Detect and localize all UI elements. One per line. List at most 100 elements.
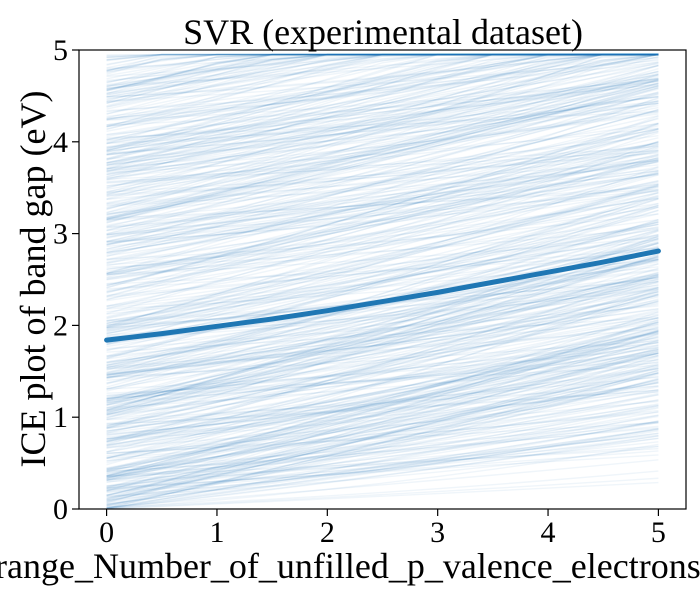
ice-line bbox=[106, 88, 659, 205]
ice-line bbox=[106, 79, 659, 219]
ice-line bbox=[106, 143, 659, 286]
ice-line bbox=[106, 53, 659, 87]
ice-line bbox=[106, 53, 659, 90]
ice-line bbox=[106, 127, 659, 245]
ice-line bbox=[106, 91, 659, 198]
ice-line bbox=[106, 406, 659, 487]
ice-line bbox=[106, 111, 659, 187]
ice-line bbox=[106, 72, 659, 224]
ice-line bbox=[106, 263, 659, 360]
ice-line bbox=[106, 213, 659, 335]
ice-line bbox=[106, 53, 659, 94]
ice-line bbox=[106, 276, 659, 364]
ice-line bbox=[106, 289, 659, 379]
ice-line bbox=[106, 158, 659, 277]
ice-line bbox=[106, 377, 659, 504]
ice-line bbox=[106, 53, 659, 82]
ice-line bbox=[106, 53, 659, 126]
ice-line bbox=[106, 53, 659, 209]
y-tick-label: 2 bbox=[53, 309, 68, 342]
ice-line bbox=[106, 338, 659, 421]
ice-line bbox=[106, 182, 659, 244]
ice-line bbox=[106, 291, 659, 442]
ice-line bbox=[106, 108, 659, 247]
ice-line bbox=[106, 53, 659, 164]
ice-line bbox=[106, 53, 659, 70]
ice-line bbox=[106, 352, 659, 481]
ice-line bbox=[106, 447, 659, 478]
ice-line bbox=[106, 286, 659, 429]
ice-line bbox=[106, 122, 659, 235]
ice-line bbox=[106, 53, 659, 59]
ice-line bbox=[106, 53, 659, 62]
ice-line bbox=[106, 437, 659, 510]
ice-line bbox=[106, 332, 659, 397]
ice-line bbox=[106, 291, 659, 404]
ice-line bbox=[106, 367, 659, 429]
x-tick-label: 2 bbox=[320, 516, 335, 549]
ice-line bbox=[106, 151, 659, 215]
ice-line bbox=[106, 53, 659, 128]
ice-line bbox=[106, 83, 659, 127]
ice-line bbox=[106, 53, 659, 189]
ice-line bbox=[106, 143, 659, 200]
y-tick-label: 5 bbox=[53, 34, 68, 67]
ice-line bbox=[106, 280, 659, 326]
ice-line bbox=[106, 389, 659, 425]
ice-line bbox=[106, 73, 659, 228]
ice-line bbox=[106, 170, 659, 267]
ice-line bbox=[106, 276, 659, 351]
ice-line bbox=[106, 53, 659, 73]
ice-line bbox=[106, 61, 659, 153]
ice-line bbox=[106, 188, 659, 318]
ice-line bbox=[106, 314, 659, 444]
ice-line bbox=[106, 53, 659, 119]
ice-line bbox=[106, 147, 659, 298]
ice-line bbox=[106, 263, 659, 412]
ice-line bbox=[106, 53, 659, 119]
ice-line bbox=[106, 381, 659, 471]
ice-line bbox=[106, 168, 659, 229]
ice-line bbox=[106, 53, 659, 71]
ice-line bbox=[106, 399, 659, 492]
ice-line bbox=[106, 233, 659, 322]
ice-line bbox=[106, 53, 659, 161]
ice-line bbox=[106, 385, 659, 421]
ice-line bbox=[106, 109, 659, 242]
ice-line bbox=[106, 53, 659, 95]
ice-line bbox=[106, 276, 659, 378]
ice-line bbox=[106, 219, 659, 276]
ice-line bbox=[106, 150, 659, 183]
ice-line bbox=[106, 204, 659, 375]
ice-line bbox=[106, 85, 659, 222]
ice-line bbox=[106, 242, 659, 415]
ice-line bbox=[106, 160, 659, 280]
ice-line bbox=[106, 392, 659, 481]
ice-line bbox=[106, 100, 659, 219]
ice-line bbox=[106, 53, 659, 152]
ice-line bbox=[106, 286, 659, 376]
ice-line bbox=[106, 113, 659, 172]
ice-line bbox=[106, 152, 659, 193]
ice-line bbox=[106, 53, 659, 121]
ice-line bbox=[106, 341, 659, 440]
ice-line bbox=[106, 93, 659, 221]
ice-line bbox=[106, 122, 659, 184]
ice-line bbox=[106, 352, 659, 482]
ice-line bbox=[106, 53, 659, 77]
ice-line bbox=[106, 321, 659, 379]
ice-line bbox=[106, 53, 659, 84]
ice-line bbox=[106, 445, 659, 497]
ice-line bbox=[106, 124, 659, 250]
ice-line bbox=[106, 246, 659, 429]
ice-line bbox=[106, 91, 659, 243]
ice-line bbox=[106, 317, 659, 418]
ice-line bbox=[106, 332, 659, 416]
ice-line bbox=[106, 432, 659, 493]
ice-line bbox=[106, 53, 659, 156]
ice-line bbox=[106, 350, 659, 497]
ice-line bbox=[106, 172, 659, 307]
ice-line bbox=[106, 53, 659, 118]
ice-line bbox=[106, 190, 659, 243]
x-axis: 0 1 2 3 4 5 bbox=[99, 509, 666, 549]
